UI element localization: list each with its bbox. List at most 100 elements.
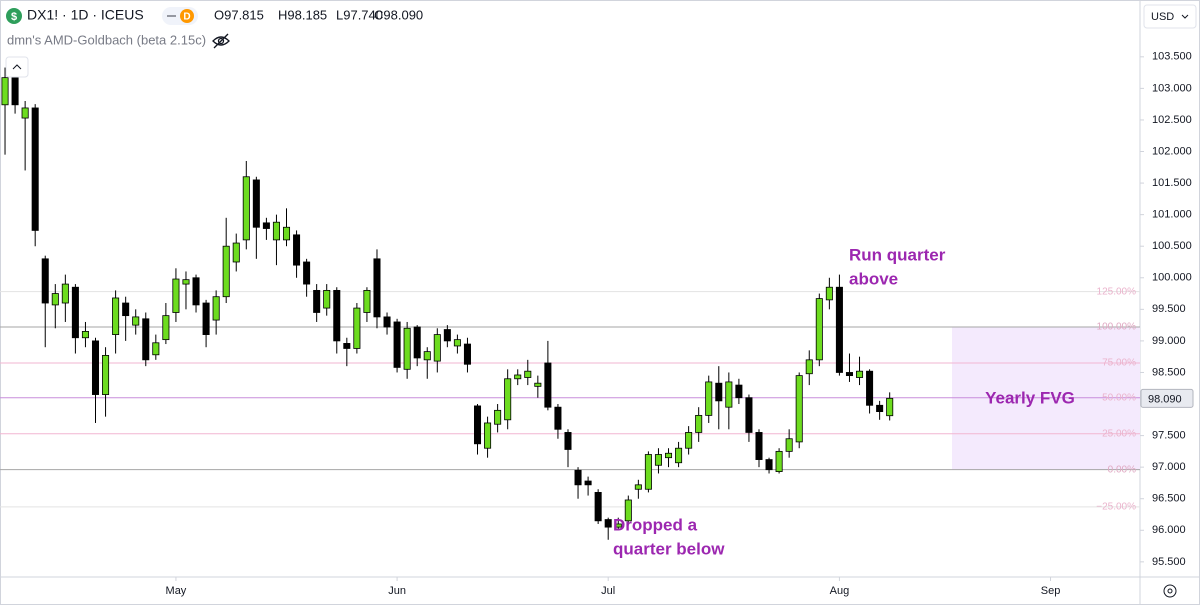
y-tick-label: 96.500 xyxy=(1152,493,1186,505)
currency-button[interactable] xyxy=(1143,4,1197,29)
y-tick-label: 97.500 xyxy=(1152,429,1186,441)
candle-body xyxy=(393,321,401,368)
level-label: 50.00% xyxy=(1102,392,1136,403)
candle-body xyxy=(815,298,823,361)
fvg-zone xyxy=(952,327,1140,470)
candle-body xyxy=(142,318,150,361)
candle-body xyxy=(102,355,110,395)
y-tick-label: 101.000 xyxy=(1152,209,1192,221)
candle-body xyxy=(685,432,693,449)
candle-body xyxy=(272,221,280,241)
candle-body xyxy=(725,381,733,408)
hide-icon[interactable] xyxy=(212,33,230,49)
y-tick-label: 99.500 xyxy=(1152,303,1186,315)
candle-body xyxy=(886,397,894,417)
candle-body xyxy=(222,245,230,298)
candle-body xyxy=(604,519,612,528)
candle-body xyxy=(634,484,642,490)
x-tick-label: Jul xyxy=(601,585,615,597)
y-tick-label: 101.500 xyxy=(1152,177,1192,189)
candle-body xyxy=(443,329,451,342)
x-tick-label: Sep xyxy=(1041,585,1061,597)
candle-body xyxy=(423,351,431,361)
candle-body xyxy=(473,405,482,445)
currency-caret xyxy=(1181,14,1189,19)
candle-body xyxy=(845,372,853,377)
candle-body xyxy=(172,278,180,313)
y-tick-label: 97.000 xyxy=(1152,461,1186,473)
candle-body xyxy=(835,286,843,373)
candle-body xyxy=(735,384,743,399)
candle-body xyxy=(433,334,441,362)
collapse-button[interactable] xyxy=(5,56,29,78)
header: $ DX1! · 1D · ICEUS D O97.815 H98.185 L9… xyxy=(5,4,1197,598)
candle-body xyxy=(866,370,874,406)
y-tick-label: 103.500 xyxy=(1152,51,1192,63)
candle-body xyxy=(232,242,240,263)
ohlc: C98.090 xyxy=(374,7,423,22)
candle-body xyxy=(282,226,291,241)
annotation: above xyxy=(849,269,898,288)
candle-body xyxy=(363,289,371,313)
candle-body xyxy=(373,258,381,318)
candle-body xyxy=(91,340,100,395)
settings-icon xyxy=(1167,588,1173,594)
level-label: −25.00% xyxy=(1096,502,1136,513)
candle-body xyxy=(554,406,562,430)
y-tick-label: 95.500 xyxy=(1152,556,1186,568)
candle-body xyxy=(825,286,833,301)
candle-body xyxy=(795,375,803,443)
settings-button[interactable] xyxy=(1163,584,1177,598)
candle-body xyxy=(11,77,19,106)
candle-body xyxy=(252,179,260,228)
candle-body xyxy=(152,342,160,356)
last-price-label: 98.090 xyxy=(1148,393,1182,405)
y-tick-label: 100.500 xyxy=(1152,240,1192,252)
annotation: Dropped a xyxy=(613,515,698,534)
candle-body xyxy=(182,279,190,285)
candle-body xyxy=(654,454,662,466)
level-label: 25.00% xyxy=(1102,428,1136,439)
level-label: 125.00% xyxy=(1097,286,1137,297)
candle-body xyxy=(534,382,542,387)
x-tick-label: Jun xyxy=(388,585,406,597)
candle-body xyxy=(112,297,120,335)
candle-body xyxy=(71,286,79,339)
candle-body xyxy=(715,382,723,402)
candle-body xyxy=(856,370,864,378)
candle-body xyxy=(81,331,89,339)
symbol: DX1! · 1D · ICEUS xyxy=(27,7,144,23)
candle-body xyxy=(1,77,9,106)
candle-body xyxy=(333,289,341,342)
ohlc: L97.740 xyxy=(336,7,383,22)
candle-body xyxy=(463,343,471,365)
candle-body xyxy=(293,234,301,266)
candle-body xyxy=(705,381,713,416)
level-label: 0.00% xyxy=(1108,464,1136,475)
y-tick-label: 99.000 xyxy=(1152,335,1186,347)
candle-body xyxy=(313,289,321,313)
candle-body xyxy=(453,339,461,347)
candle-body xyxy=(675,447,683,464)
candle-body xyxy=(514,374,522,380)
candle-body xyxy=(594,492,602,522)
candle-body xyxy=(695,414,703,433)
candle-body xyxy=(242,176,250,241)
symbol-icon xyxy=(6,8,22,24)
y-tick-label: 96.000 xyxy=(1152,524,1186,536)
ohlc: H98.185 xyxy=(278,7,327,22)
y-tick-label: 102.000 xyxy=(1152,145,1192,157)
level-label: 75.00% xyxy=(1102,358,1136,369)
candle-body xyxy=(755,432,763,460)
candle-body xyxy=(31,107,39,231)
candle-body xyxy=(61,283,69,304)
badge: D xyxy=(183,12,190,23)
y-tick-label: 102.500 xyxy=(1152,114,1192,126)
candle-body xyxy=(162,315,170,341)
y-tick-label: 98.500 xyxy=(1152,366,1186,378)
candle-body xyxy=(41,258,49,304)
candle-body xyxy=(323,289,331,309)
candle-body xyxy=(584,480,592,486)
candle-body xyxy=(805,359,813,375)
